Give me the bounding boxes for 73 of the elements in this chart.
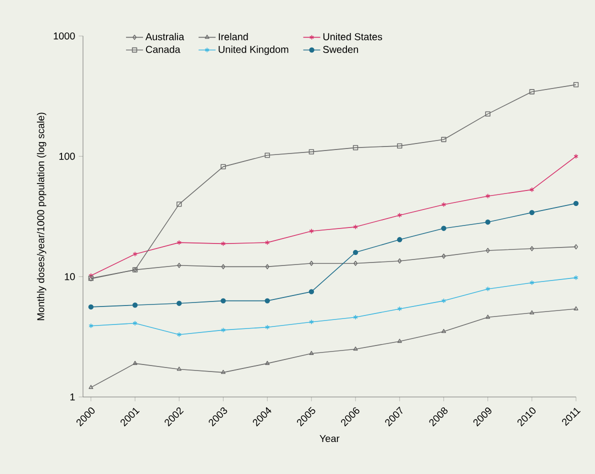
legend-label: Ireland: [218, 32, 248, 40]
point: [265, 240, 270, 246]
point: [573, 200, 579, 206]
point: [529, 210, 535, 216]
point: [397, 237, 402, 242]
point: [176, 240, 182, 246]
point: [265, 324, 270, 330]
y-tick-label: 100: [59, 152, 75, 160]
point: [264, 152, 270, 158]
point: [441, 202, 446, 208]
point: [265, 264, 270, 270]
point: [309, 228, 314, 234]
legend-label: Australia: [145, 32, 184, 40]
point: [132, 251, 138, 257]
point: [442, 254, 446, 259]
point: [398, 258, 402, 264]
point: [352, 145, 358, 150]
legend-label: Canada: [146, 46, 180, 53]
point: [397, 143, 402, 149]
point: [397, 306, 402, 312]
point: [441, 298, 446, 304]
point: [486, 286, 490, 292]
point: [220, 298, 226, 304]
point: [353, 224, 358, 230]
point: [309, 319, 314, 325]
point: [308, 149, 314, 154]
point: [397, 212, 402, 218]
point: [441, 136, 446, 142]
point: [529, 89, 535, 94]
y-axis-title: Monthly doses/year/1000 population (log scale): [36, 112, 46, 320]
y-tick-label: 10: [64, 273, 75, 280]
point: [486, 248, 490, 254]
point: [486, 314, 490, 319]
point: [441, 226, 446, 231]
point: [485, 220, 490, 225]
legend-label: United States: [323, 32, 382, 40]
point: [132, 302, 138, 308]
point: [176, 332, 182, 338]
point: [220, 370, 226, 374]
point: [88, 304, 94, 310]
point: [220, 327, 226, 333]
x-axis-title: Year: [320, 435, 340, 442]
point: [530, 280, 534, 286]
point: [573, 82, 579, 88]
point: [221, 264, 226, 270]
point: [486, 194, 490, 199]
point: [309, 260, 314, 266]
point: [485, 111, 490, 117]
point: [176, 366, 182, 371]
point: [220, 164, 226, 170]
point: [308, 289, 314, 294]
legend-label: Sweden: [323, 46, 358, 53]
point: [530, 310, 534, 314]
point: [176, 202, 182, 207]
point: [177, 262, 182, 268]
point: [441, 328, 446, 334]
point: [265, 360, 270, 365]
point: [264, 298, 270, 304]
point: [353, 260, 358, 266]
point: [176, 300, 182, 306]
y-tick-label: 1000: [54, 32, 75, 40]
point: [309, 350, 314, 355]
y-tick-label: 1: [70, 394, 75, 400]
point: [353, 346, 358, 351]
point: [530, 187, 534, 192]
point: [352, 250, 358, 256]
point: [530, 246, 534, 252]
legend-label: United Kingdom: [218, 46, 288, 55]
point: [132, 320, 138, 326]
point: [397, 338, 402, 343]
point: [353, 314, 358, 320]
point: [132, 360, 138, 365]
point: [220, 241, 226, 246]
